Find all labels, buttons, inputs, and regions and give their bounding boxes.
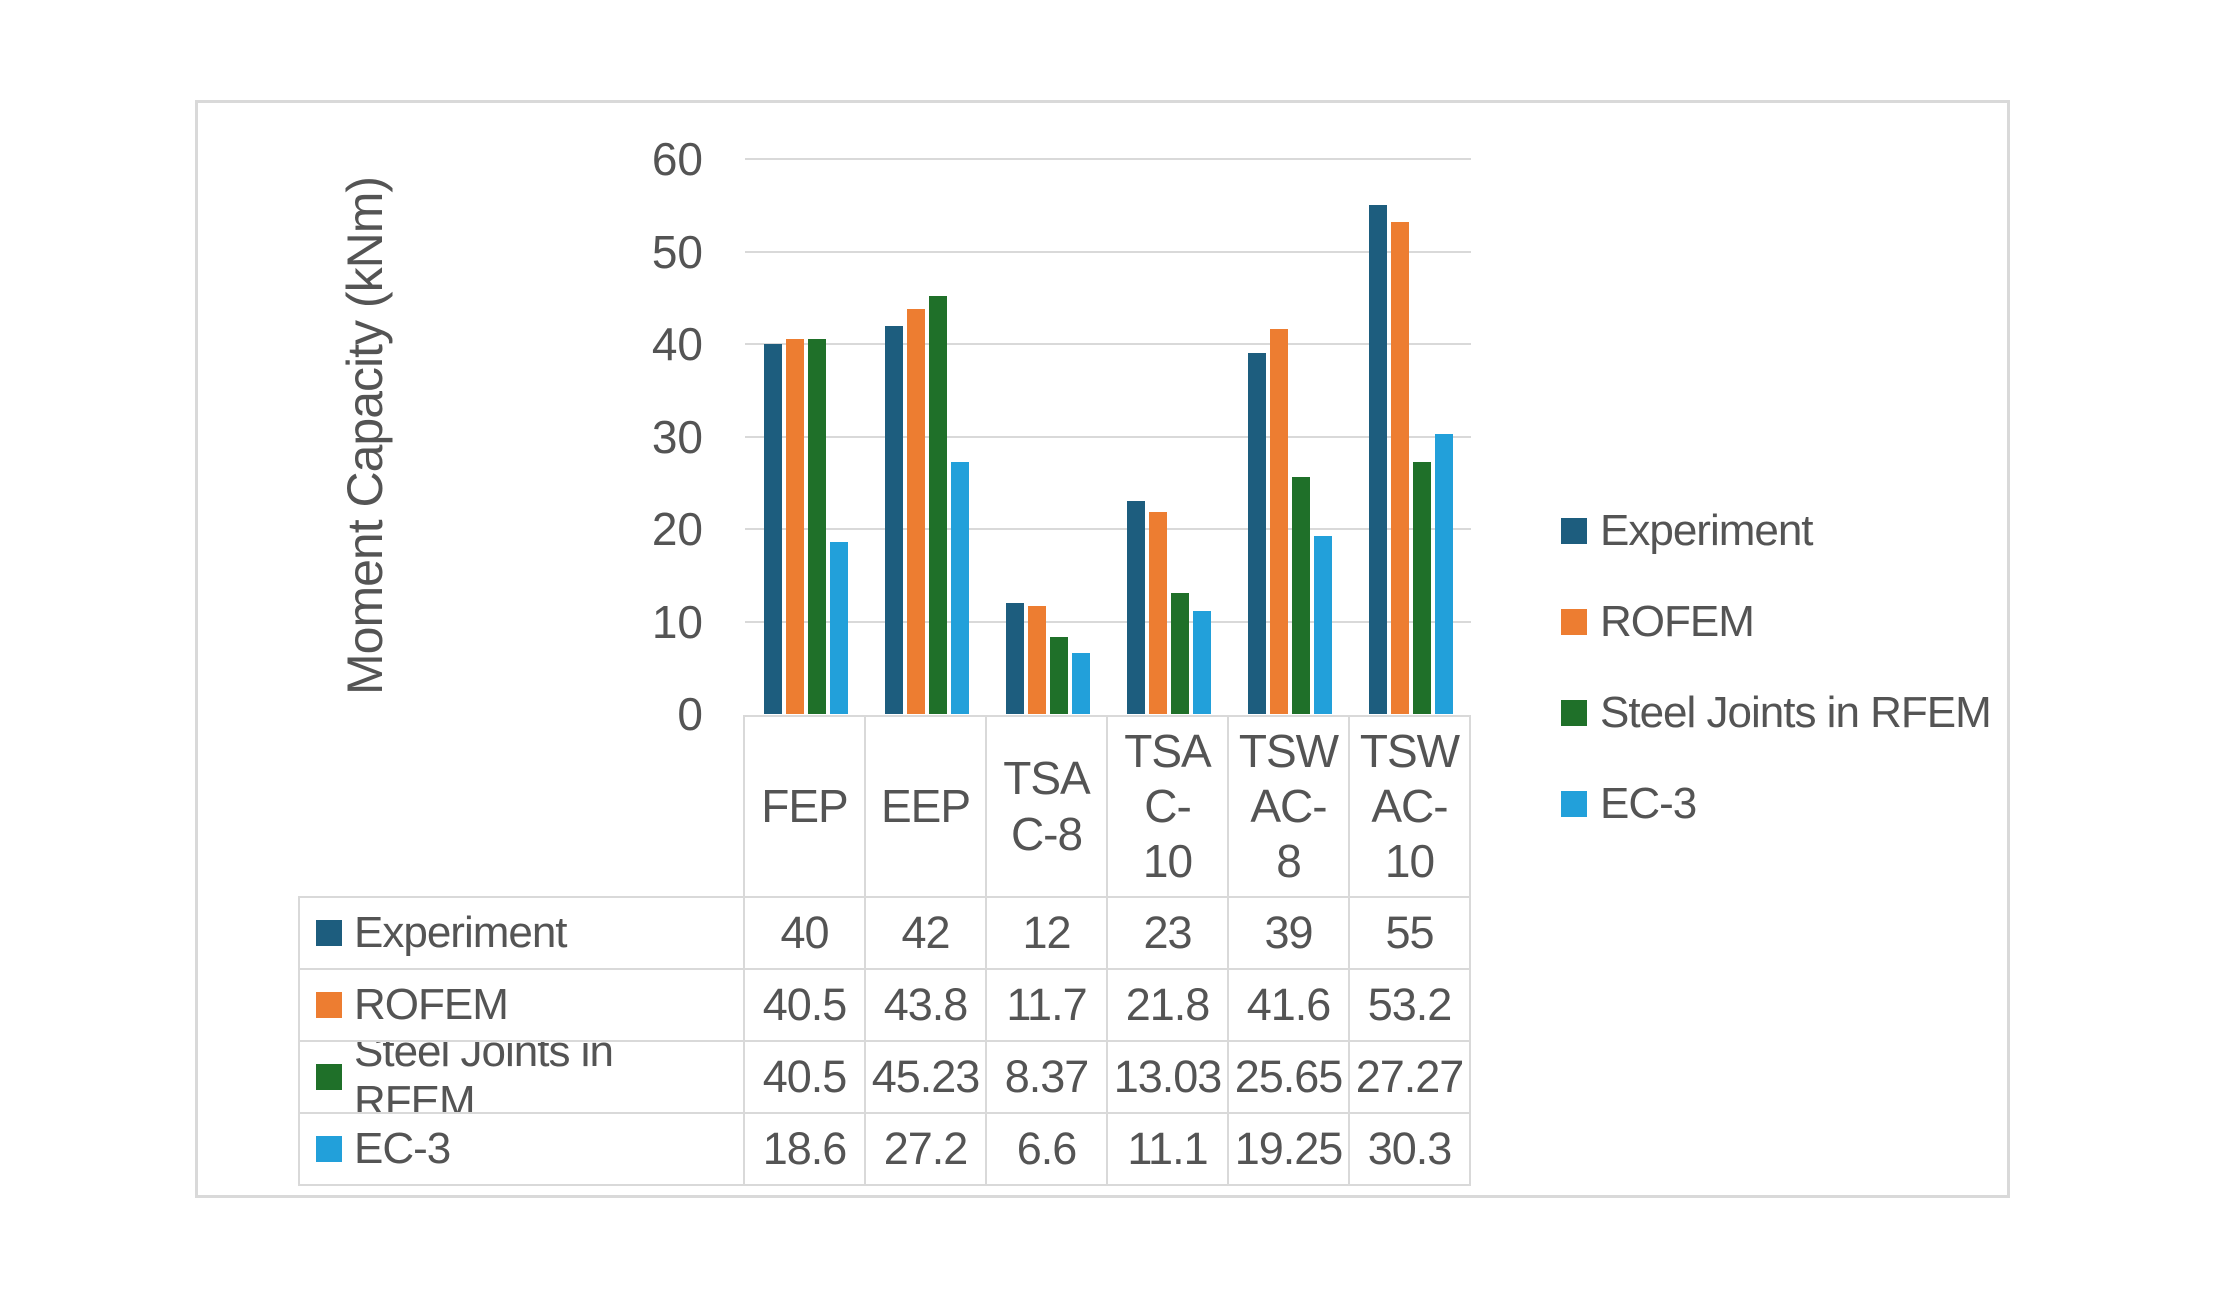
table-cell: 41.6 [1229, 970, 1350, 1042]
table-cell: 8.37 [987, 1042, 1108, 1114]
bar-rofem-tsa-c-10 [1148, 512, 1167, 714]
legend-item-steel-joints: Steel Joints in RFEM [1561, 688, 1992, 738]
bar-steel-joints-in-rfem-eep [928, 295, 947, 714]
category-header-tsac8: TSA C-8 [987, 715, 1108, 898]
table-cell: 45.23 [866, 1042, 987, 1114]
data-table: FEP EEP TSA C-8 TSA C- 10 TSW AC- 8 TSW … [298, 715, 1471, 1186]
experiment-swatch-icon [316, 920, 342, 946]
table-cell: 23 [1108, 898, 1229, 970]
table-cell: 21.8 [1108, 970, 1229, 1042]
bar-experiment-tsa-c-8 [1005, 603, 1024, 714]
gridline [745, 250, 1471, 253]
gridline [745, 435, 1471, 438]
legend-label: Steel Joints in RFEM [1600, 688, 1992, 737]
row-label: ROFEM [354, 980, 509, 1029]
bar-experiment-tsw-ac-10 [1368, 205, 1387, 714]
ec3-swatch-icon [1561, 791, 1587, 817]
plot-area [745, 158, 1471, 714]
bar-ec-3-tsw-ac-10 [1434, 433, 1453, 714]
table-cell: 40.5 [745, 1042, 866, 1114]
y-axis-tick-labels: 0 10 20 30 40 50 60 [198, 136, 703, 737]
table-cell: 25.65 [1229, 1042, 1350, 1114]
bar-rofem-fep [785, 339, 804, 714]
table-row-header-experiment: Experiment [298, 898, 745, 970]
gridline [745, 343, 1471, 345]
table-cell: 11.1 [1108, 1114, 1229, 1186]
table-corner-cell [298, 715, 745, 898]
ec3-swatch-icon [316, 1136, 342, 1162]
legend-label: Experiment [1600, 506, 1814, 555]
table-cell: 27.27 [1350, 1042, 1471, 1114]
table-cell: 40 [745, 898, 866, 970]
category-header-tswac10: TSW AC- 10 [1350, 715, 1471, 898]
table-cell: 12 [987, 898, 1108, 970]
table-cell: 13.03 [1108, 1042, 1229, 1114]
bar-ec-3-tsa-c-10 [1192, 611, 1211, 714]
bar-steel-joints-in-rfem-fep [807, 339, 826, 714]
steel-joints-swatch-icon [1561, 700, 1587, 726]
bar-rofem-tsw-ac-10 [1390, 221, 1409, 714]
table-cell: 42 [866, 898, 987, 970]
bar-rofem-tsw-ac-8 [1269, 329, 1288, 714]
row-label: Experiment [354, 908, 568, 957]
legend-item-rofem: ROFEM [1561, 597, 1755, 647]
bar-ec-3-tsw-ac-8 [1313, 535, 1332, 714]
y-tick-label: 40 [651, 318, 703, 370]
category-header-tswac8: TSW AC- 8 [1229, 715, 1350, 898]
bar-experiment-tsa-c-10 [1126, 501, 1145, 714]
y-tick-label: 60 [651, 133, 703, 185]
row-label: EC-3 [354, 1124, 451, 1173]
bar-experiment-tsw-ac-8 [1247, 353, 1266, 714]
bar-ec-3-fep [829, 541, 848, 714]
y-tick-label: 20 [651, 503, 703, 555]
gridline [745, 528, 1471, 530]
legend-item-experiment: Experiment [1561, 506, 1814, 556]
experiment-swatch-icon [1561, 518, 1587, 544]
chart-frame: Moment Capacity (kNm) 0 10 20 30 40 50 60 Expe… [195, 100, 2010, 1198]
table-row-header-steel-joints: Steel Joints in RFEM [298, 1042, 745, 1114]
category-header-eep: EEP [866, 715, 987, 898]
table-cell: 53.2 [1350, 970, 1471, 1042]
legend-label: EC-3 [1600, 779, 1697, 828]
y-tick-label: 0 [677, 688, 703, 740]
table-cell: 6.6 [987, 1114, 1108, 1186]
category-header-tsac10: TSA C- 10 [1108, 715, 1229, 898]
legend-label: ROFEM [1600, 597, 1755, 646]
bar-steel-joints-in-rfem-tsa-c-8 [1049, 636, 1068, 714]
rofem-swatch-icon [1561, 609, 1587, 635]
bar-rofem-tsa-c-8 [1027, 605, 1046, 714]
legend-item-ec3: EC-3 [1561, 779, 1697, 829]
table-cell: 30.3 [1350, 1114, 1471, 1186]
table-cell: 39 [1229, 898, 1350, 970]
table-cell: 27.2 [866, 1114, 987, 1186]
gridline [745, 620, 1471, 623]
table-row-header-ec3: EC-3 [298, 1114, 745, 1186]
bar-ec-3-tsa-c-8 [1071, 652, 1090, 714]
table-cell: 55 [1350, 898, 1471, 970]
y-tick-label: 30 [651, 410, 703, 463]
rofem-swatch-icon [316, 992, 342, 1018]
bar-experiment-eep [884, 325, 903, 714]
bar-steel-joints-in-rfem-tsw-ac-10 [1412, 461, 1431, 714]
bar-steel-joints-in-rfem-tsw-ac-8 [1291, 476, 1310, 714]
bar-steel-joints-in-rfem-tsa-c-10 [1170, 593, 1189, 714]
table-cell: 11.7 [987, 970, 1108, 1042]
bar-experiment-fep [763, 344, 782, 714]
steel-joints-swatch-icon [316, 1064, 342, 1090]
category-header-fep: FEP [745, 715, 866, 898]
y-tick-label: 10 [651, 595, 703, 648]
table-cell: 40.5 [745, 970, 866, 1042]
gridline [745, 158, 1471, 160]
table-cell: 18.6 [745, 1114, 866, 1186]
bar-ec-3-eep [950, 462, 969, 714]
bar-rofem-eep [906, 308, 925, 714]
row-label: Steel Joints in RFEM [354, 1042, 614, 1114]
y-tick-label: 50 [651, 225, 703, 278]
table-cell: 19.25 [1229, 1114, 1350, 1186]
table-row-header-rofem: ROFEM [298, 970, 745, 1042]
table-cell: 43.8 [866, 970, 987, 1042]
